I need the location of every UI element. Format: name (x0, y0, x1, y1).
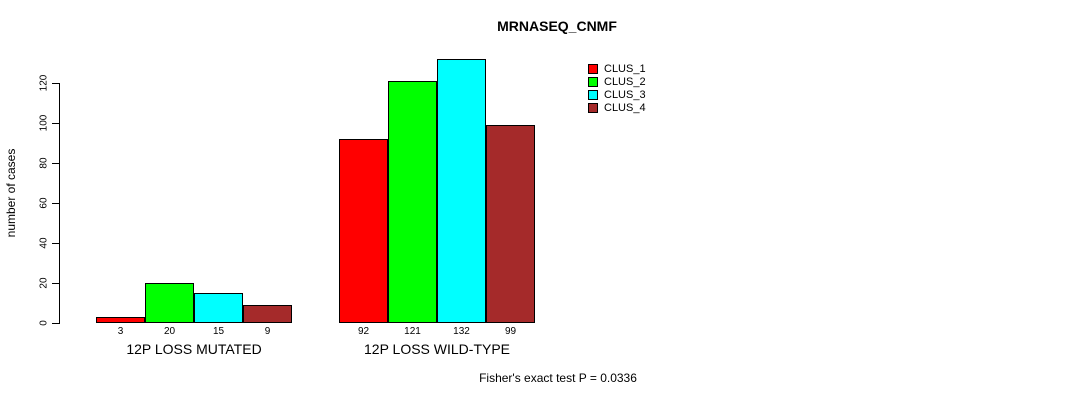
bar-clus_3-mutated (194, 293, 243, 323)
y-tick-label: 80 (38, 157, 50, 169)
y-tick (52, 163, 59, 164)
legend-label: CLUS_3 (604, 88, 646, 101)
bar-clus_3-wild-type (437, 59, 486, 323)
y-tick-label: 60 (38, 197, 50, 209)
y-axis-line (59, 83, 60, 324)
bar-value-label: 92 (357, 326, 370, 337)
legend-item-clus_1: CLUS_1 (588, 62, 646, 75)
bar-value-label: 9 (264, 326, 271, 337)
y-tick (52, 83, 59, 84)
y-tick (52, 323, 59, 324)
group-label: 12P LOSS WILD-TYPE (363, 341, 511, 357)
legend-swatch-icon (588, 76, 598, 87)
legend-item-clus_2: CLUS_2 (588, 75, 646, 88)
group-label: 12P LOSS MUTATED (126, 341, 262, 357)
legend-swatch-icon (588, 89, 598, 100)
legend-item-clus_4: CLUS_4 (588, 101, 646, 114)
legend-item-clus_3: CLUS_3 (588, 88, 646, 101)
legend-label: CLUS_1 (604, 62, 646, 75)
y-tick-label: 120 (38, 74, 50, 92)
y-tick-label: 100 (38, 114, 50, 132)
bar-value-label: 132 (453, 326, 470, 337)
bar-value-label: 99 (504, 326, 517, 337)
y-tick-label: 20 (38, 277, 50, 289)
legend-swatch-icon (588, 63, 598, 74)
bar-clus_4-wild-type (486, 125, 535, 323)
bar-value-label: 15 (212, 326, 225, 337)
bar-clus_1-wild-type (339, 139, 388, 323)
p-value-annotation: Fisher's exact test P = 0.0336 (479, 371, 637, 385)
y-tick (52, 123, 59, 124)
bar-value-label: 20 (163, 326, 176, 337)
y-tick-label: 40 (38, 237, 50, 249)
bar-clus_2-wild-type (388, 81, 437, 323)
y-tick (52, 243, 59, 244)
bar-clus_4-mutated (243, 305, 292, 323)
bar-clus_1-mutated (96, 317, 145, 323)
bar-value-label: 3 (117, 326, 124, 337)
chart-title: MRNASEQ_CNMF (497, 18, 617, 34)
bar-clus_2-mutated (145, 283, 194, 323)
y-axis-label: number of cases (4, 148, 18, 238)
legend-label: CLUS_2 (604, 75, 646, 88)
legend: CLUS_1 CLUS_2 CLUS_3 CLUS_4 (588, 62, 646, 114)
y-tick (52, 283, 59, 284)
legend-swatch-icon (588, 102, 598, 113)
legend-label: CLUS_4 (604, 101, 646, 114)
y-tick (52, 203, 59, 204)
y-tick-label: 0 (38, 320, 50, 326)
bar-value-label: 121 (404, 326, 421, 337)
